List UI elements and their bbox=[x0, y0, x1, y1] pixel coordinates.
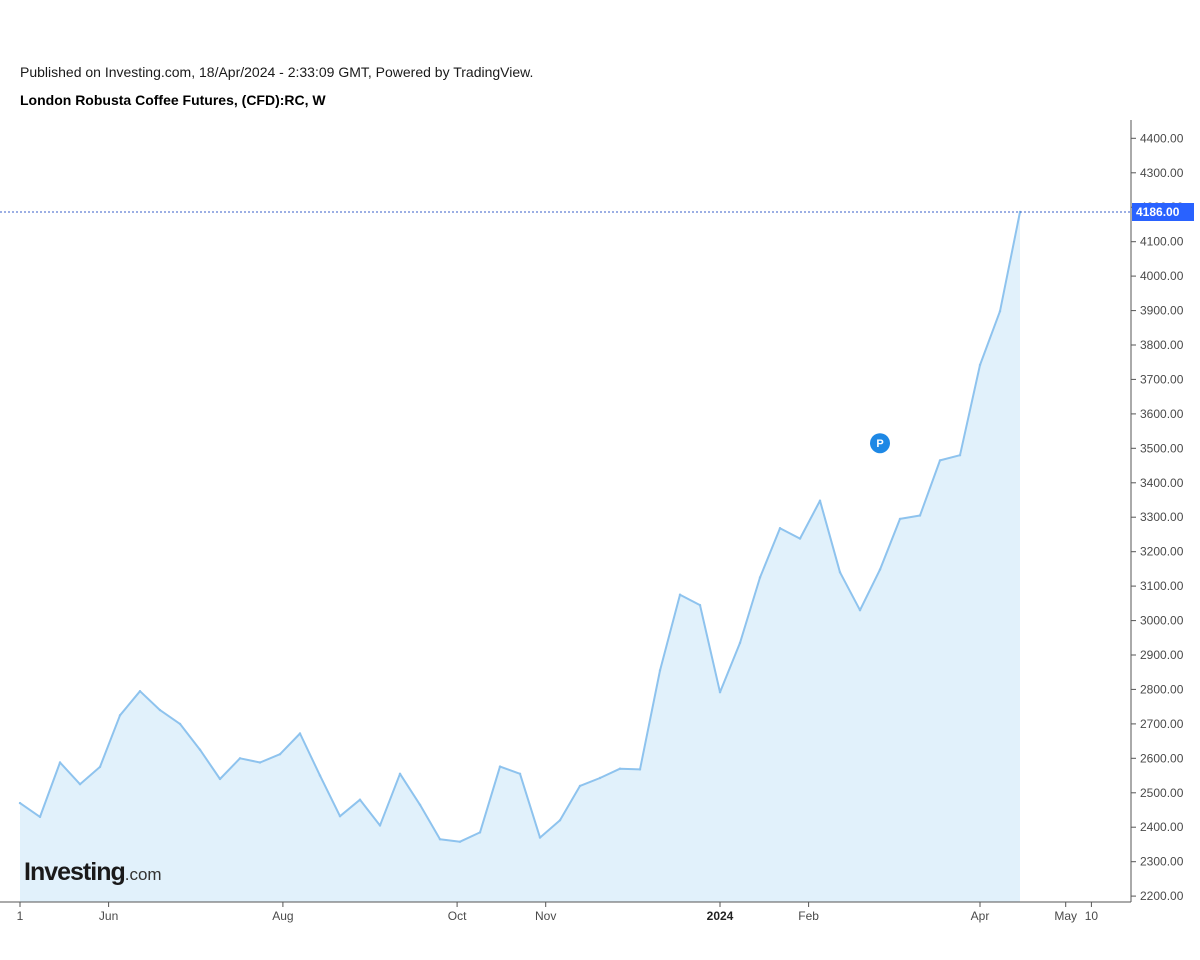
investing-logo: Investing.com bbox=[24, 858, 162, 887]
logo-suffix-text: .com bbox=[124, 865, 162, 884]
y-tick-label: 4300.00 bbox=[1140, 166, 1184, 180]
axes: 2200.00 2300.00 2400.00 2500.00 2600.00 2700.… bbox=[0, 120, 1184, 923]
data-point bbox=[798, 537, 802, 540]
data-point bbox=[218, 777, 222, 781]
data-point bbox=[138, 690, 142, 693]
x-tick-label: Apr bbox=[971, 909, 990, 923]
data-point bbox=[358, 798, 362, 801]
data-point bbox=[838, 571, 842, 574]
y-tick-label: 3200.00 bbox=[1140, 545, 1184, 559]
published-info: Published on Investing.com, 18/Apr/2024 … bbox=[20, 64, 534, 80]
data-point bbox=[78, 783, 82, 786]
data-point bbox=[158, 708, 162, 712]
y-tick-label: 2900.00 bbox=[1140, 648, 1184, 662]
y-tick-label: 3800.00 bbox=[1140, 338, 1184, 352]
data-point bbox=[98, 765, 102, 769]
data-point bbox=[618, 767, 622, 770]
y-tick-label: 2700.00 bbox=[1140, 717, 1184, 731]
chart-title: London Robusta Coffee Futures, (CFD):RC,… bbox=[20, 92, 326, 108]
y-tick-label: 2200.00 bbox=[1140, 889, 1184, 903]
y-tick-label: 3500.00 bbox=[1140, 441, 1184, 455]
y-tick-label: 4400.00 bbox=[1140, 131, 1184, 145]
data-point bbox=[778, 527, 782, 530]
data-point bbox=[658, 669, 662, 672]
data-point bbox=[278, 753, 282, 756]
event-marker-icon bbox=[870, 433, 890, 454]
data-point bbox=[938, 459, 942, 462]
data-point bbox=[858, 609, 862, 612]
data-point bbox=[878, 568, 882, 571]
current-price-label: 4186.00 bbox=[1136, 205, 1180, 219]
data-point bbox=[418, 803, 422, 806]
data-point bbox=[758, 576, 762, 579]
data-point bbox=[718, 691, 722, 694]
y-tick-label: 3100.00 bbox=[1140, 579, 1184, 593]
data-point bbox=[438, 838, 442, 841]
x-tick-label: Feb bbox=[798, 909, 819, 923]
data-point bbox=[738, 641, 742, 645]
data-point bbox=[378, 824, 382, 827]
plot-area bbox=[18, 210, 1022, 902]
data-point bbox=[978, 363, 982, 367]
data-point bbox=[458, 840, 462, 843]
data-point bbox=[18, 801, 22, 805]
x-tick-label: Jun bbox=[99, 909, 118, 923]
data-point bbox=[818, 499, 822, 502]
data-point bbox=[118, 714, 122, 717]
x-tick-label: 1 bbox=[17, 909, 24, 923]
y-tick-label: 4100.00 bbox=[1140, 235, 1184, 249]
logo-main-text: Investing bbox=[24, 858, 126, 886]
event-marker-label: P bbox=[876, 438, 883, 450]
y-tick-label: 3300.00 bbox=[1140, 510, 1184, 524]
y-tick-label: 4000.00 bbox=[1140, 269, 1184, 283]
data-point bbox=[558, 819, 562, 822]
y-tick-label: 3600.00 bbox=[1140, 407, 1184, 421]
data-point bbox=[318, 774, 322, 777]
data-point bbox=[998, 310, 1002, 313]
overlay: 4186.00 P bbox=[0, 203, 1194, 454]
data-point bbox=[638, 768, 642, 771]
x-tick-label: May bbox=[1054, 909, 1077, 923]
y-tick-label: 2300.00 bbox=[1140, 855, 1184, 869]
data-point bbox=[398, 772, 402, 775]
y-tick-label: 2800.00 bbox=[1140, 682, 1184, 696]
y-tick-label: 3000.00 bbox=[1140, 614, 1184, 628]
x-tick-label: Oct bbox=[448, 909, 467, 923]
y-tick-label: 2600.00 bbox=[1140, 751, 1184, 765]
price-area bbox=[20, 212, 1020, 902]
y-tick-label: 3400.00 bbox=[1140, 476, 1184, 490]
data-point bbox=[478, 831, 482, 834]
data-point bbox=[258, 761, 262, 764]
data-point bbox=[698, 603, 702, 607]
current-price-badge bbox=[1132, 203, 1194, 221]
data-point bbox=[518, 772, 522, 775]
x-tick-label: 10 bbox=[1085, 909, 1099, 923]
data-point bbox=[58, 761, 62, 764]
data-point bbox=[38, 815, 42, 819]
data-point bbox=[578, 784, 582, 788]
data-point bbox=[298, 732, 302, 735]
data-point bbox=[598, 776, 602, 780]
data-point bbox=[898, 517, 902, 521]
data-point bbox=[238, 757, 242, 760]
x-tick-label: Nov bbox=[535, 909, 556, 923]
y-tick-label: 3700.00 bbox=[1140, 372, 1184, 386]
data-point bbox=[538, 836, 542, 839]
data-point bbox=[198, 748, 202, 751]
x-tick-label: Aug bbox=[272, 909, 293, 923]
data-point bbox=[338, 815, 342, 818]
data-point bbox=[918, 514, 922, 517]
y-tick-label: 3900.00 bbox=[1140, 304, 1184, 318]
y-tick-label: 2500.00 bbox=[1140, 786, 1184, 800]
data-point bbox=[678, 593, 682, 596]
data-point bbox=[958, 454, 962, 457]
x-tick-label: 2024 bbox=[707, 909, 734, 923]
data-point bbox=[498, 765, 502, 768]
y-tick-label: 2400.00 bbox=[1140, 820, 1184, 834]
data-point bbox=[178, 722, 182, 726]
